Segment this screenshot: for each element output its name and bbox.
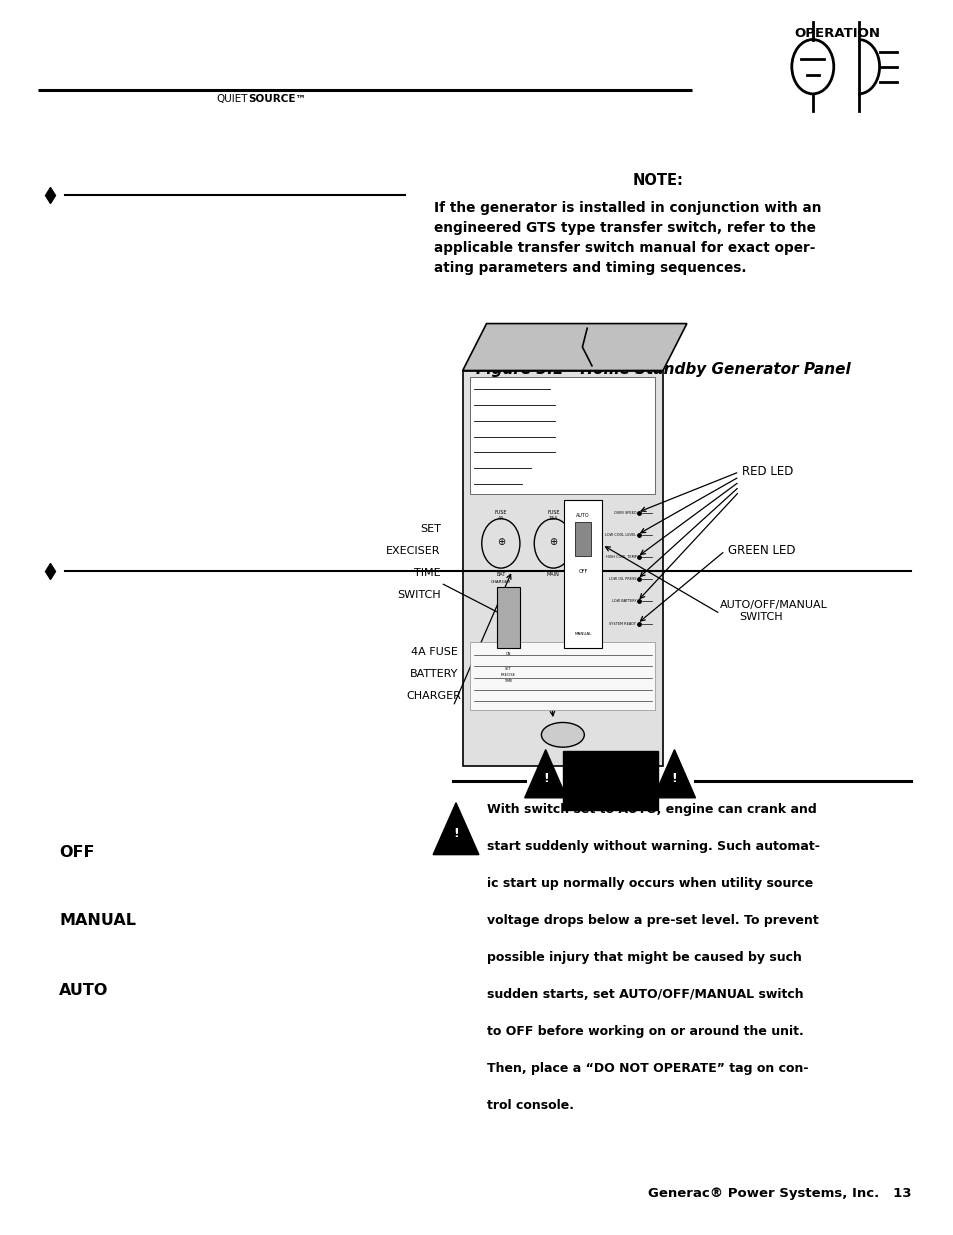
Text: Figure 3.1 - Home Standby Generator Panel: Figure 3.1 - Home Standby Generator Pane… [476,362,849,377]
Text: ic start up normally occurs when utility source: ic start up normally occurs when utility… [486,877,812,890]
Text: start suddenly without warning. Such automat-: start suddenly without warning. Such aut… [486,840,819,853]
Polygon shape [462,324,686,370]
Text: OVER SPEED: OVER SPEED [613,510,636,515]
Text: EXECISE: EXECISE [500,673,516,677]
Text: Then, place a “DO NOT OPERATE” tag on con-: Then, place a “DO NOT OPERATE” tag on co… [486,1062,807,1076]
Text: AUTO/OFF/MANUAL: AUTO/OFF/MANUAL [720,600,827,610]
Bar [462,370,662,766]
Text: 15A: 15A [548,516,558,521]
Text: SWITCH: SWITCH [396,590,440,600]
Text: QUIET: QUIET [216,95,248,105]
Text: ON: ON [505,652,511,656]
Text: SET: SET [419,524,440,534]
Text: ⊕: ⊕ [549,537,557,547]
Text: trol console.: trol console. [486,1099,573,1113]
Text: 4A: 4A [497,516,503,521]
Text: CHARGER: CHARGER [406,692,461,701]
Text: AUTO: AUTO [576,513,589,517]
Text: HIGH COOL TEMP: HIGH COOL TEMP [605,555,636,559]
Text: to OFF before working on or around the unit.: to OFF before working on or around the u… [486,1025,802,1039]
Polygon shape [524,750,566,798]
Text: SOURCE™: SOURCE™ [248,95,306,105]
Text: LOW COOL LEVEL: LOW COOL LEVEL [604,532,636,537]
Bar [563,500,601,648]
Text: OFF: OFF [59,845,94,860]
Text: LOW OIL PRESS: LOW OIL PRESS [608,577,636,582]
Text: MANUAL: MANUAL [59,913,136,927]
Text: ⊕: ⊕ [497,537,504,547]
Text: 15A FUSE: 15A FUSE [524,647,578,657]
Text: !: ! [453,827,458,840]
Text: RED LED: RED LED [741,466,793,478]
Text: MANUAL: MANUAL [574,632,591,636]
Text: BAT: BAT [496,572,505,577]
Text: OPERATION: OPERATION [794,27,880,41]
Text: sudden starts, set AUTO/OFF/MANUAL switch: sudden starts, set AUTO/OFF/MANUAL switc… [486,988,802,1002]
Text: SWITCH: SWITCH [739,613,782,622]
Text: possible injury that might be caused by such: possible injury that might be caused by … [486,951,801,965]
Bar [497,587,519,648]
Text: BATTERY: BATTERY [410,669,457,679]
Text: TIME: TIME [414,568,440,578]
Text: CHARGER: CHARGER [490,580,511,584]
Text: GREEN LED: GREEN LED [727,545,795,557]
Bar [575,522,590,557]
Text: SYSTEM READY: SYSTEM READY [609,621,636,626]
Text: FUSE: FUSE [546,510,559,515]
Text: voltage drops below a pre-set level. To prevent: voltage drops below a pre-set level. To … [486,914,818,927]
Text: NOTE:: NOTE: [632,173,683,188]
Text: MAIN: MAIN [546,572,559,577]
Text: SET: SET [505,667,511,671]
Text: !: ! [671,772,677,784]
Text: EXECISER: EXECISER [386,546,440,556]
Text: 4A FUSE: 4A FUSE [410,647,457,657]
Bar [470,642,655,710]
Text: POWER: POWER [530,692,572,701]
Text: LOW BATTERY: LOW BATTERY [611,599,636,604]
Text: TIME: TIME [504,679,512,683]
Text: FUSE: FUSE [494,510,507,515]
Ellipse shape [540,722,583,747]
Bar [470,377,655,494]
Text: !: ! [542,772,548,784]
Polygon shape [433,803,478,855]
Text: With switch set to AUTO, engine can crank and: With switch set to AUTO, engine can cran… [486,803,816,816]
Text: If the generator is installed in conjunction with an
engineered GTS type transfe: If the generator is installed in conjunc… [434,201,821,275]
Text: AUTO: AUTO [59,983,109,998]
Polygon shape [653,750,695,798]
Text: Generac® Power Systems, Inc.   13: Generac® Power Systems, Inc. 13 [647,1187,910,1200]
Bar [562,751,658,810]
Text: MAIN: MAIN [537,669,565,679]
Text: OFF: OFF [578,569,587,574]
